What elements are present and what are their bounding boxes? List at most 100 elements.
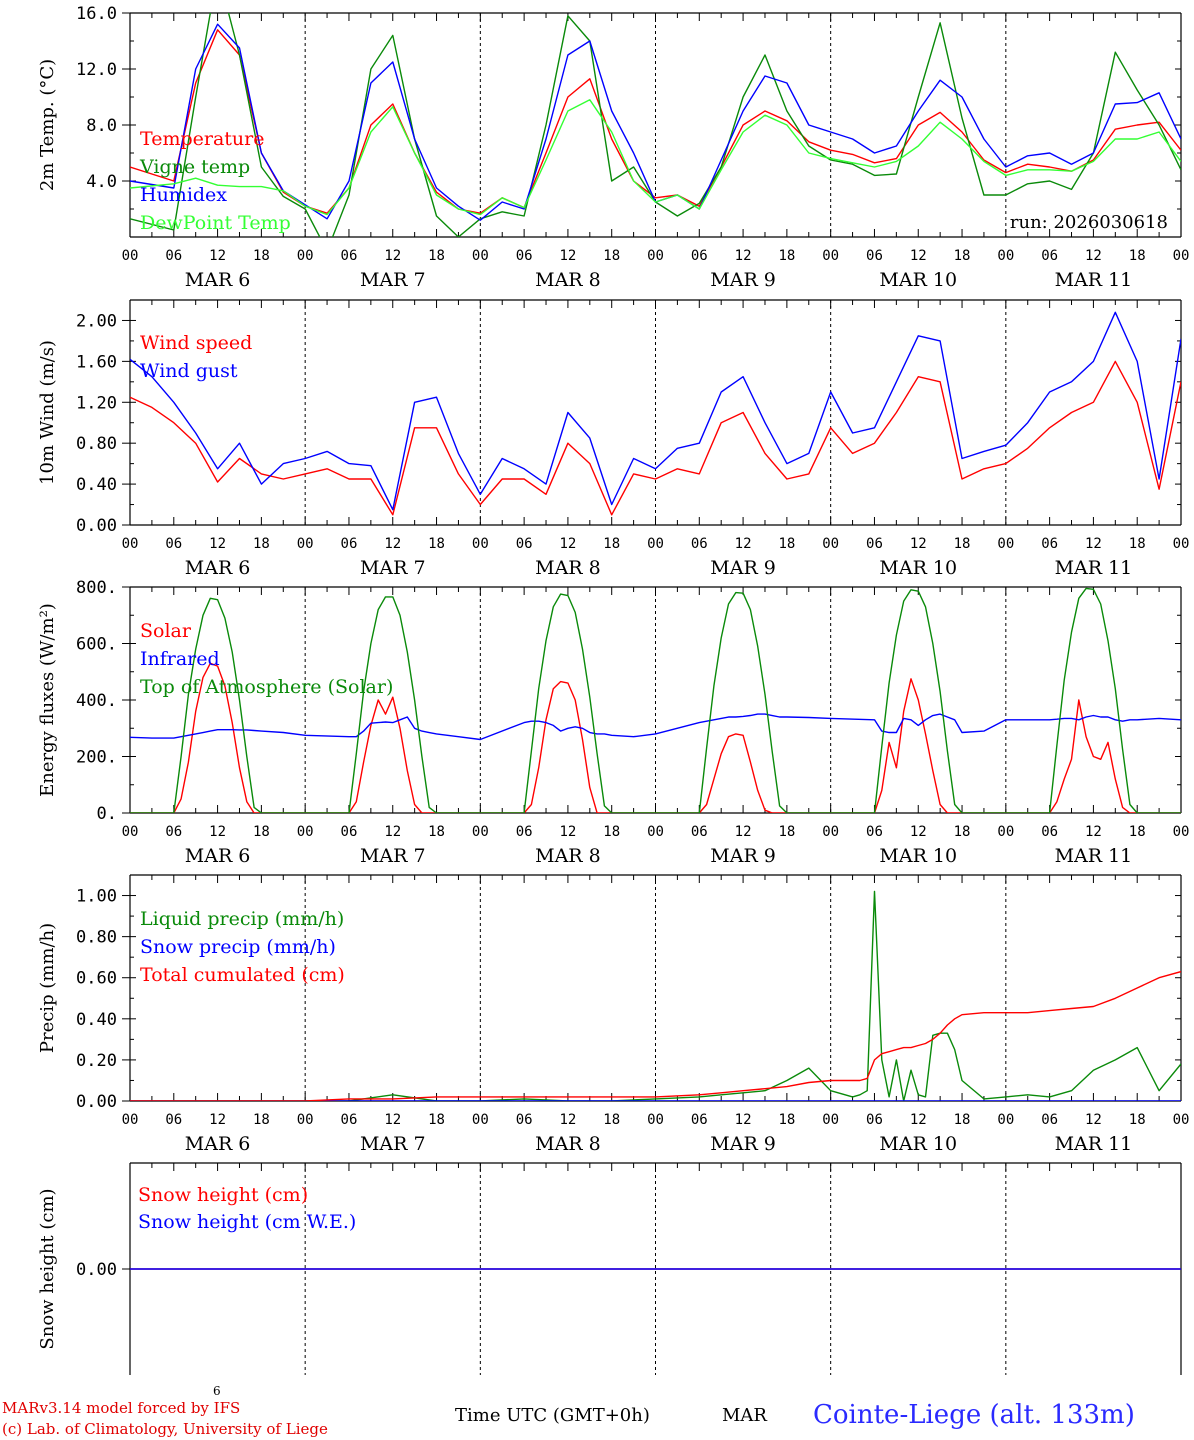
day-label: MAR 7: [360, 557, 426, 579]
panel-1: 00 06 12 18 00 06 12 18 00 06 12 18 00 06 12 18 00 06 12 18…: [37, 4, 1189, 291]
series-total-cumulated-cm-: [130, 970, 1181, 1101]
y-axis-title: 10m Wind (m/s): [37, 340, 58, 485]
y-axis-title: 2m Temp. (°C): [37, 59, 58, 191]
x-tick-label: 12: [735, 536, 752, 552]
legend-entry: Snow height (cm W.E.): [138, 1211, 356, 1233]
x-tick-label: 18: [1129, 824, 1146, 840]
x-tick-label: 06: [516, 248, 533, 264]
series-infrared: [130, 713, 1181, 741]
y-tick-label: 600.: [76, 635, 117, 655]
day-label: MAR 7: [360, 1133, 426, 1155]
x-tick-label: 00: [122, 1112, 139, 1128]
x-tick-label: 06: [516, 824, 533, 840]
x-tick-label: 18: [954, 248, 971, 264]
y-tick-label: 0.20: [76, 1051, 117, 1071]
legend-entry: Infrared: [140, 648, 220, 670]
x-tick-label: 00: [647, 1112, 664, 1128]
x-tick-label: 00: [1173, 824, 1190, 840]
y-tick-label: 0.40: [76, 475, 117, 495]
day-label: MAR 9: [710, 845, 776, 867]
series-vigne-temp: [130, 13, 1181, 237]
x-tick-label: 18: [428, 1112, 445, 1128]
y-tick-label: 0.: [97, 804, 117, 824]
y-tick-label: 200.: [76, 748, 117, 768]
y-tick-label: 2.00: [76, 311, 117, 331]
x-tick-label: 00: [122, 536, 139, 552]
x-tick-label: 18: [603, 1112, 620, 1128]
day-label: MAR 8: [535, 557, 601, 579]
x-tick-label: 18: [1129, 1112, 1146, 1128]
x-tick-label: 00: [997, 248, 1014, 264]
x-tick-label: 00: [822, 536, 839, 552]
x-tick-label: 00: [1173, 536, 1190, 552]
x-tick-label: 06: [516, 1112, 533, 1128]
x-tick-label: 06: [866, 1112, 883, 1128]
x-tick-label: 18: [253, 1112, 270, 1128]
legend-entry: Wind gust: [140, 360, 238, 382]
day-label: MAR 8: [535, 1133, 601, 1155]
x-tick-label: 06: [516, 536, 533, 552]
x-tick-label: 12: [1085, 536, 1102, 552]
x-tick-label: 00: [297, 1112, 314, 1128]
x-tick-label: 12: [384, 536, 401, 552]
x-tick-label: 12: [735, 824, 752, 840]
x-tick-label: 18: [428, 536, 445, 552]
day-label: MAR 6: [185, 1133, 251, 1155]
panel-3: 00 06 12 18 00 06 12 18 00 06 12 18 00 06 12 18 00 06 12 18…: [37, 578, 1189, 867]
x-tick-label: 06: [341, 248, 358, 264]
x-tick-label: 18: [253, 536, 270, 552]
x-tick-label: 12: [384, 824, 401, 840]
x-tick-label: 06: [341, 1112, 358, 1128]
x-tick-label: 00: [472, 536, 489, 552]
x-tick-label: 12: [209, 1112, 226, 1128]
x-tick-label: 12: [910, 248, 927, 264]
station-name: Cointe-Liege (alt. 133m): [813, 1400, 1135, 1430]
x-tick-label: 06: [165, 248, 182, 264]
series-wind-gust: [130, 311, 1181, 511]
legend-entry: Snow height (cm): [138, 1184, 308, 1206]
y-tick-label: 8.0: [86, 116, 117, 136]
x-tick-label: 00: [822, 1112, 839, 1128]
y-tick-label: 0.00: [76, 516, 117, 536]
y-tick-label: 0.60: [76, 969, 117, 989]
day-label: MAR 10: [879, 845, 957, 867]
x-tick-label: 18: [778, 536, 795, 552]
y-tick-label: 0.80: [76, 928, 117, 948]
y-axis-title: Energy fluxes (W/m²): [37, 603, 58, 797]
model-credit: MARv3.14 model forced by IFS: [2, 1399, 241, 1417]
x-tick-label: 12: [209, 536, 226, 552]
legend-entry: Top of Atmosphere (Solar): [140, 676, 393, 698]
x-tick-label: 12: [910, 824, 927, 840]
x-tick-label: 00: [997, 536, 1014, 552]
y-tick-label: 400.: [76, 691, 117, 711]
y-tick-label: 0.00: [76, 1260, 117, 1280]
legend-entry: Vigne temp: [139, 156, 250, 178]
x-tick-label: 12: [559, 248, 576, 264]
x-tick-label: 00: [472, 1112, 489, 1128]
x-tick-label: 18: [954, 1112, 971, 1128]
panel-5: 0.00 Snow height (cm) Snow height (cm) Snow…: [37, 1162, 1182, 1375]
day-label: MAR 10: [879, 1133, 957, 1155]
x-tick-label: 12: [910, 536, 927, 552]
x-tick-label: 00: [472, 248, 489, 264]
x-tick-label: 12: [559, 536, 576, 552]
x-tick-label: 06: [1041, 824, 1058, 840]
x-tick-label: 00: [647, 248, 664, 264]
x-tick-label: 18: [428, 824, 445, 840]
lab-credit: (c) Lab. of Climatology, University of L…: [2, 1420, 328, 1438]
series-liquid-precip-mm-h-: [130, 890, 1181, 1101]
x-tick-label: 18: [253, 824, 270, 840]
legend-entry: Liquid precip (mm/h): [140, 908, 344, 930]
x-tick-label: 06: [165, 536, 182, 552]
x-tick-label: 18: [1129, 536, 1146, 552]
x-tick-label: 18: [954, 824, 971, 840]
legend-entry: Wind speed: [140, 332, 252, 354]
x-tick-label: 06: [1041, 1112, 1058, 1128]
panel-2: 00 06 12 18 00 06 12 18 00 06 12 18 00 06 12 18 00 06 12 18…: [37, 299, 1190, 579]
x-axis-title: Time UTC (GMT+0h): [455, 1405, 650, 1426]
series-temperature: [130, 29, 1181, 214]
x-tick-label: 00: [122, 248, 139, 264]
x-tick-label: 18: [1129, 248, 1146, 264]
y-tick-label: 12.0: [76, 60, 117, 80]
day-label: MAR 6: [185, 557, 251, 579]
